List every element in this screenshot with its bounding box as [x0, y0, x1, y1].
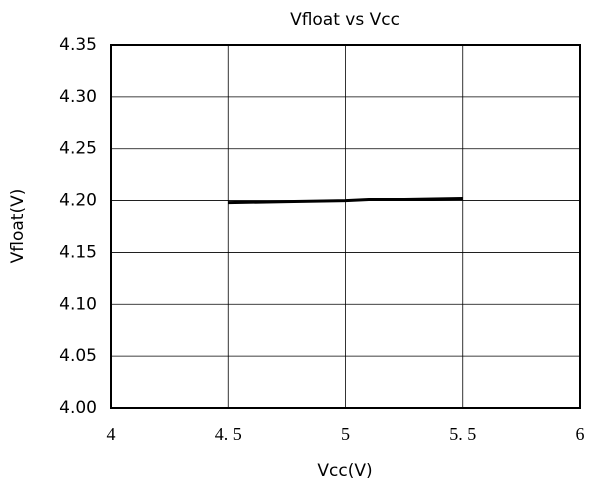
y-axis-label: Vfloat(V): [8, 189, 28, 264]
x-tick-label: 4. 5: [215, 424, 242, 444]
x-tick-label: 4: [107, 424, 116, 444]
x-tick-label: 5: [341, 424, 350, 444]
y-tick-label: 4.25: [59, 139, 97, 159]
y-tick-label: 4.15: [59, 242, 97, 262]
chart-title: Vfloat vs Vcc: [290, 10, 400, 30]
x-tick-label: 5. 5: [449, 424, 476, 444]
plot-frame: [110, 44, 581, 409]
y-tick-label: 4.05: [59, 346, 97, 366]
y-tick-label: 4.30: [59, 87, 97, 107]
y-tick-label: 4.10: [59, 294, 97, 314]
y-tick-label: 4.20: [59, 191, 97, 211]
y-tick-label: 4.35: [59, 35, 97, 55]
x-tick-label: 6: [576, 424, 585, 444]
data-line: [228, 196, 463, 205]
x-axis-label: Vcc(V): [317, 461, 372, 481]
y-tick-label: 4.00: [59, 398, 97, 418]
